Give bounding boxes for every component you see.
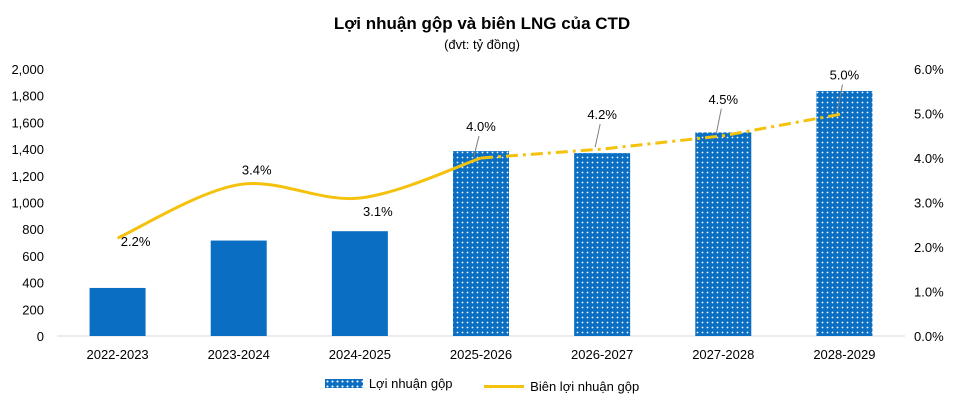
y-axis-left: 0 200 400 600 800 1,000 1,200 1,400 1,600 1,800 2,… — [11, 62, 905, 344]
x-tick-label: 2028-2029 — [813, 347, 875, 362]
y-left-tick-label: 2,000 — [11, 62, 44, 77]
bar — [453, 151, 509, 336]
y-axis-right: 0.0% 1.0% 2.0% 3.0% 4.0% 5.0% 6.0% — [914, 62, 944, 344]
margin-data-label: 2.2% — [121, 234, 151, 249]
y-left-tick-label: 600 — [22, 249, 44, 264]
bar — [331, 231, 388, 336]
bar — [695, 132, 752, 336]
margin-data-label: 4.2% — [587, 107, 617, 122]
x-tick-label: 2025-2026 — [450, 347, 512, 362]
x-axis: 2022-2023 2023-2024 2024-2025 2025-2026 2026… — [86, 347, 875, 362]
y-right-tick-label: 3.0% — [914, 196, 944, 211]
legend-bar-swatch — [324, 379, 363, 388]
y-left-tick-label: 1,800 — [11, 89, 44, 104]
line-forecast — [480, 112, 845, 160]
y-left-tick-label: 400 — [22, 276, 44, 291]
x-tick-label: 2026-2027 — [571, 347, 633, 362]
legend: Lợi nhuận gộp Biên lợi nhuận gộp — [0, 376, 964, 394]
data-labels: 2.2% 3.4% 3.1% 4.0% 4.2% 4.5% 5.0% — [121, 68, 860, 250]
legend-line-label: Biên lợi nhuận gộp — [530, 379, 640, 394]
y-left-tick-label: 1,400 — [11, 142, 44, 157]
bar — [89, 287, 146, 336]
y-right-tick-label: 2.0% — [914, 240, 944, 255]
legend-bar-label: Lợi nhuận gộp — [368, 376, 453, 391]
x-tick-label: 2027-2028 — [692, 347, 754, 362]
y-right-tick-label: 6.0% — [914, 62, 944, 77]
y-right-tick-label: 1.0% — [914, 285, 944, 300]
margin-data-label: 4.0% — [466, 119, 496, 134]
y-right-tick-label: 5.0% — [914, 107, 944, 122]
line-series — [116, 112, 845, 240]
y-left-tick-label: 200 — [22, 302, 44, 317]
margin-data-label: 3.1% — [363, 204, 393, 219]
margin-data-label: 5.0% — [830, 68, 860, 83]
chart-subtitle: (đvt: tỷ đồng) — [444, 37, 520, 52]
y-left-tick-label: 800 — [22, 222, 44, 237]
data-label-leader — [715, 108, 722, 134]
data-label-leader — [473, 135, 480, 157]
bar — [574, 153, 631, 336]
bar-series — [89, 91, 873, 336]
data-label-leader — [836, 84, 843, 112]
y-right-tick-label: 4.0% — [914, 151, 944, 166]
x-tick-label: 2023-2024 — [208, 347, 270, 362]
y-right-tick-label: 0.0% — [914, 329, 944, 344]
y-left-tick-label: 1,000 — [11, 196, 44, 211]
bar — [210, 240, 267, 336]
legend-item-line: Biên lợi nhuận gộp — [484, 379, 639, 394]
legend-item-bar: Lợi nhuận gộp — [324, 376, 453, 391]
line-actual — [116, 156, 482, 240]
y-left-tick-label: 0 — [37, 329, 44, 344]
margin-data-label: 3.4% — [242, 163, 272, 178]
bar — [816, 91, 873, 336]
data-label-leader — [594, 123, 601, 148]
x-tick-label: 2024-2025 — [329, 347, 391, 362]
chart-title: Lợi nhuận gộp và biên LNG của CTD — [333, 14, 631, 33]
legend-line-swatch — [484, 385, 525, 388]
y-left-tick-label: 1,200 — [11, 169, 44, 184]
y-left-tick-label: 1,600 — [11, 115, 44, 130]
x-tick-label: 2022-2023 — [86, 347, 148, 362]
margin-data-label: 4.5% — [708, 92, 738, 107]
